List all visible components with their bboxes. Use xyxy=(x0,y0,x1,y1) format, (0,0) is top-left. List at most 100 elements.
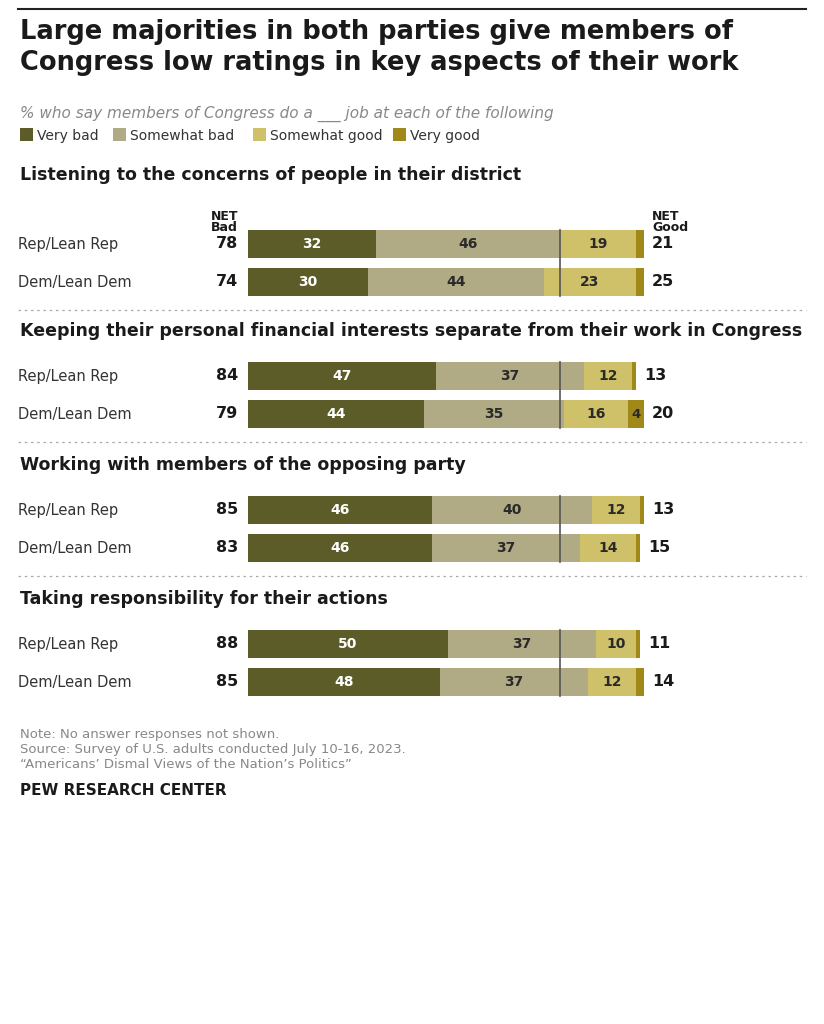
Text: Note: No answer responses not shown.: Note: No answer responses not shown. xyxy=(20,728,279,741)
Text: Rep/Lean Rep: Rep/Lean Rep xyxy=(18,237,118,252)
Text: 10: 10 xyxy=(606,637,625,651)
Text: 78: 78 xyxy=(216,237,238,252)
Text: Bad: Bad xyxy=(211,221,238,234)
Text: 40: 40 xyxy=(503,503,522,517)
Text: Large majorities in both parties give members of
Congress low ratings in key asp: Large majorities in both parties give me… xyxy=(20,19,738,76)
Text: Dem/Lean Dem: Dem/Lean Dem xyxy=(18,541,132,555)
Bar xyxy=(584,362,632,390)
Text: Working with members of the opposing party: Working with members of the opposing par… xyxy=(20,456,466,474)
Text: 46: 46 xyxy=(330,541,349,555)
Bar xyxy=(253,128,266,141)
Text: 47: 47 xyxy=(332,369,352,383)
Text: 19: 19 xyxy=(588,237,607,251)
Bar xyxy=(636,230,644,258)
Text: Good: Good xyxy=(652,221,688,234)
Text: Somewhat bad: Somewhat bad xyxy=(130,129,234,143)
Text: % who say members of Congress do a ___ job at each of the following: % who say members of Congress do a ___ j… xyxy=(20,106,554,122)
Text: 12: 12 xyxy=(602,675,622,689)
Text: Listening to the concerns of people in their district: Listening to the concerns of people in t… xyxy=(20,166,521,184)
Bar xyxy=(248,400,424,428)
Text: 88: 88 xyxy=(216,637,238,651)
Text: Dem/Lean Dem: Dem/Lean Dem xyxy=(18,675,132,689)
Bar xyxy=(632,362,636,390)
Bar xyxy=(248,362,436,390)
Bar xyxy=(448,630,596,658)
Text: 48: 48 xyxy=(335,675,353,689)
Text: 12: 12 xyxy=(598,369,618,383)
Text: 11: 11 xyxy=(648,637,670,651)
Bar xyxy=(432,496,592,524)
Bar xyxy=(636,534,640,562)
Text: 16: 16 xyxy=(587,407,606,421)
Text: 32: 32 xyxy=(302,237,321,251)
Bar xyxy=(20,128,33,141)
Text: 21: 21 xyxy=(652,237,674,252)
Text: 46: 46 xyxy=(330,503,349,517)
Text: NET: NET xyxy=(210,210,238,223)
Text: 37: 37 xyxy=(496,541,516,555)
Text: 84: 84 xyxy=(216,369,238,384)
Bar xyxy=(628,400,644,428)
Bar xyxy=(636,630,640,658)
Text: 37: 37 xyxy=(504,675,523,689)
Text: NET: NET xyxy=(652,210,680,223)
Text: 23: 23 xyxy=(580,275,600,289)
Text: 83: 83 xyxy=(216,541,238,555)
Bar xyxy=(436,362,584,390)
Bar xyxy=(560,230,636,258)
Text: Keeping their personal financial interests separate from their work in Congress: Keeping their personal financial interes… xyxy=(20,322,803,340)
Bar xyxy=(113,128,126,141)
Bar xyxy=(248,630,448,658)
Bar xyxy=(424,400,564,428)
Text: 14: 14 xyxy=(598,541,618,555)
Text: Somewhat good: Somewhat good xyxy=(270,129,382,143)
Text: Rep/Lean Rep: Rep/Lean Rep xyxy=(18,503,118,517)
Text: PEW RESEARCH CENTER: PEW RESEARCH CENTER xyxy=(20,783,227,798)
Text: 85: 85 xyxy=(216,503,238,517)
Bar xyxy=(636,268,644,296)
Text: Source: Survey of U.S. adults conducted July 10-16, 2023.: Source: Survey of U.S. adults conducted … xyxy=(20,743,405,756)
Text: “Americans’ Dismal Views of the Nation’s Politics”: “Americans’ Dismal Views of the Nation’s… xyxy=(20,758,352,771)
Text: Taking responsibility for their actions: Taking responsibility for their actions xyxy=(20,590,388,608)
Text: Dem/Lean Dem: Dem/Lean Dem xyxy=(18,407,132,422)
Bar xyxy=(393,128,406,141)
Bar xyxy=(588,668,636,696)
Bar xyxy=(564,400,628,428)
Bar xyxy=(248,534,432,562)
Text: 13: 13 xyxy=(652,503,674,517)
Text: Rep/Lean Rep: Rep/Lean Rep xyxy=(18,637,118,651)
Bar xyxy=(544,268,636,296)
Text: 13: 13 xyxy=(644,369,667,384)
Text: 79: 79 xyxy=(216,407,238,422)
Text: 4: 4 xyxy=(631,408,640,421)
Text: 74: 74 xyxy=(216,274,238,290)
Text: 25: 25 xyxy=(652,274,674,290)
Text: Dem/Lean Dem: Dem/Lean Dem xyxy=(18,274,132,290)
Text: 30: 30 xyxy=(298,275,317,289)
Bar xyxy=(640,496,644,524)
Text: 44: 44 xyxy=(447,275,466,289)
Text: 15: 15 xyxy=(648,541,670,555)
Text: 14: 14 xyxy=(652,675,674,689)
Bar xyxy=(248,496,432,524)
Bar xyxy=(432,534,580,562)
Text: 44: 44 xyxy=(326,407,346,421)
Bar xyxy=(596,630,636,658)
Text: 50: 50 xyxy=(339,637,358,651)
Text: Very good: Very good xyxy=(410,129,480,143)
Text: 12: 12 xyxy=(606,503,625,517)
Text: 37: 37 xyxy=(513,637,531,651)
Text: 37: 37 xyxy=(500,369,520,383)
Bar xyxy=(248,668,440,696)
Bar xyxy=(248,230,376,258)
Bar xyxy=(592,496,640,524)
Text: Rep/Lean Rep: Rep/Lean Rep xyxy=(18,369,118,384)
Bar xyxy=(368,268,544,296)
Bar xyxy=(580,534,636,562)
Text: 20: 20 xyxy=(652,407,674,422)
Text: 35: 35 xyxy=(485,407,503,421)
Text: 85: 85 xyxy=(216,675,238,689)
Bar xyxy=(248,268,368,296)
Text: 46: 46 xyxy=(458,237,478,251)
Bar xyxy=(376,230,560,258)
